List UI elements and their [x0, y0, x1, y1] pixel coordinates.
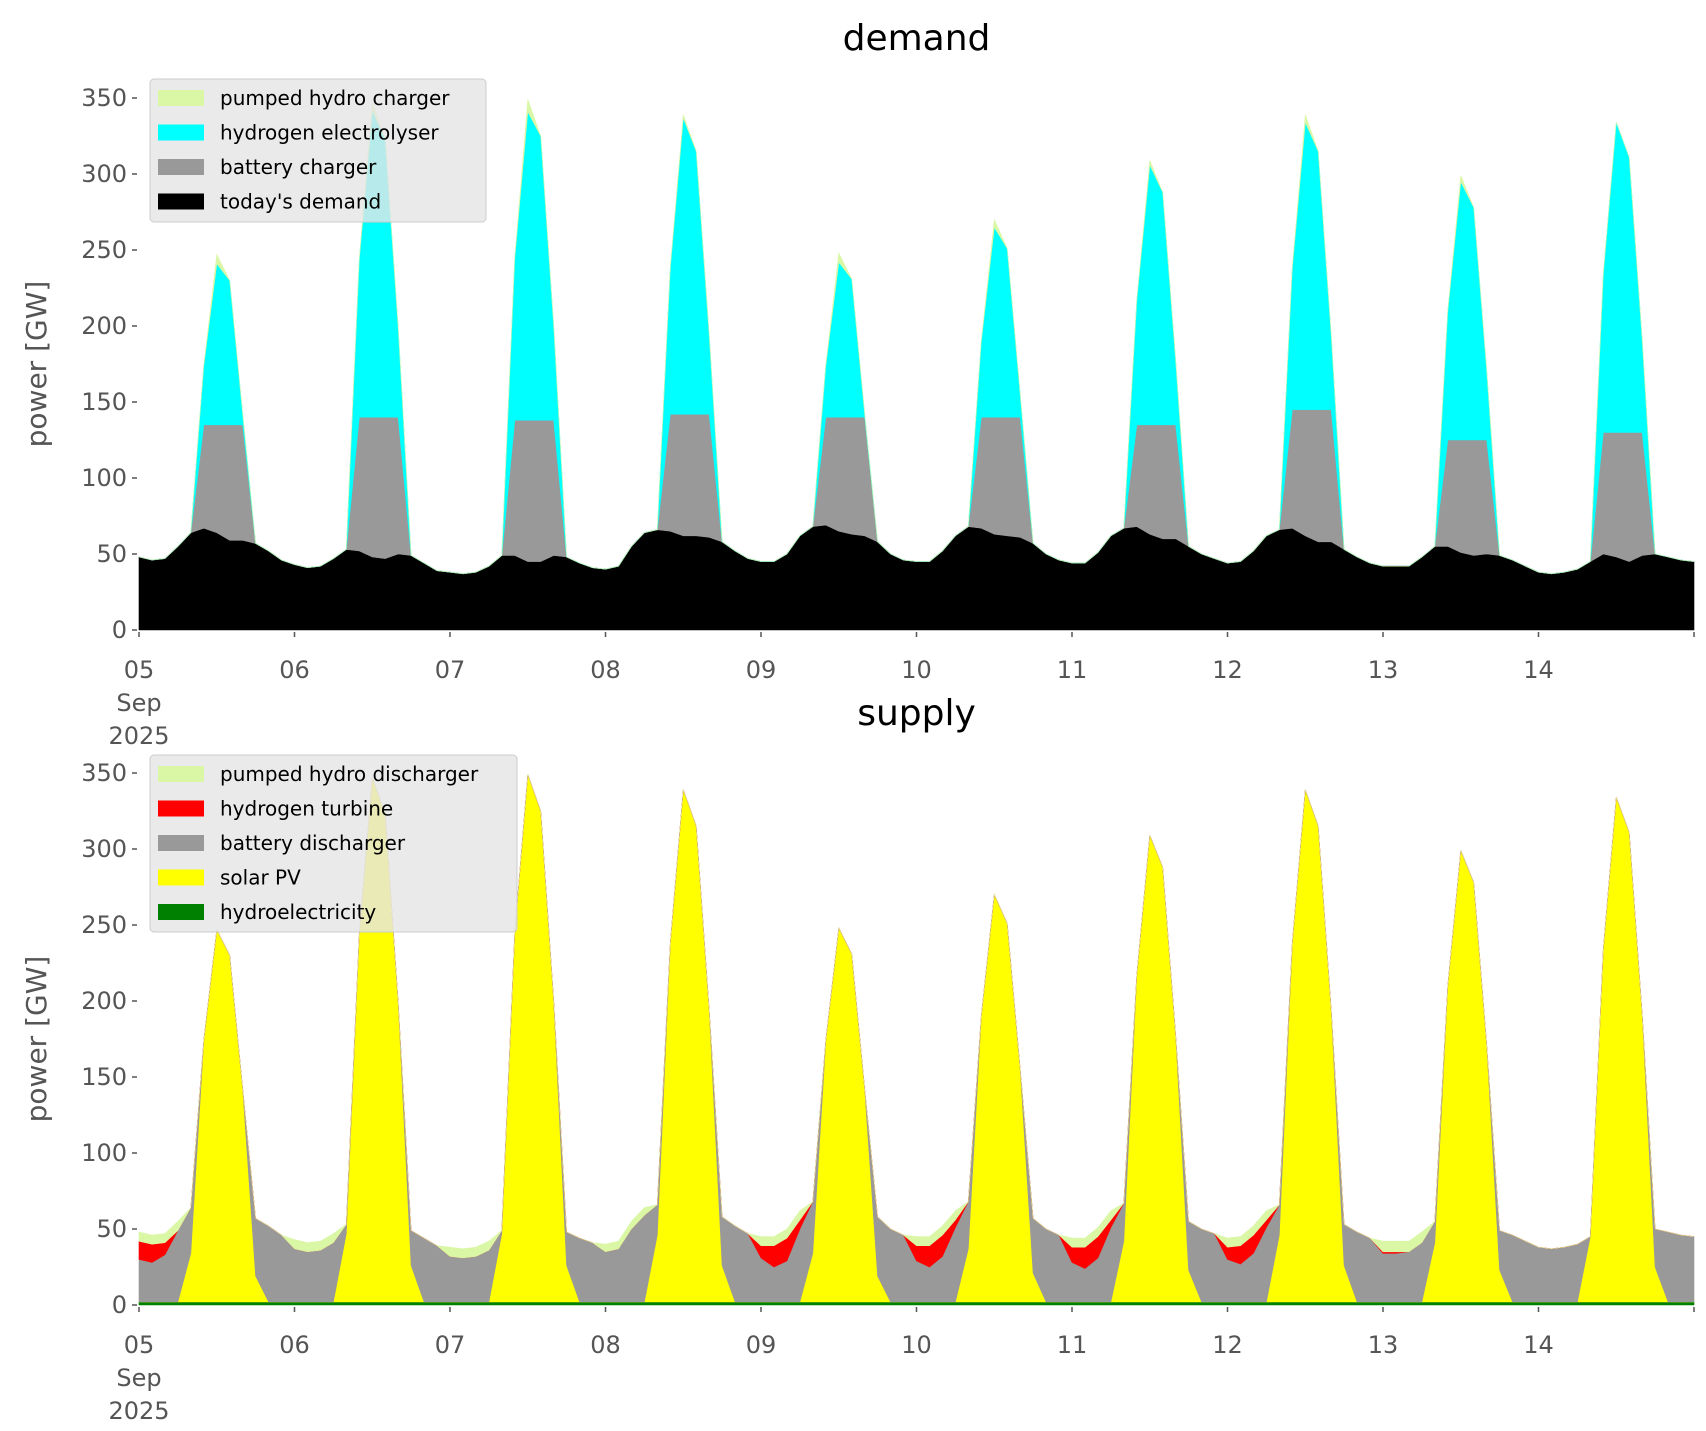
legend: pumped hydro charger hydrogen electrolyse… [149, 78, 487, 223]
x-tick-label: 11 [1057, 1331, 1088, 1359]
y-tick-label: 50 [96, 1215, 127, 1243]
legend-swatch-battery-discharger [158, 835, 204, 851]
x-tick-label: 09 [746, 1331, 777, 1359]
x-tick-label: 13 [1368, 1331, 1399, 1359]
y-tick-label: 300 [81, 835, 127, 863]
legend-box [149, 754, 518, 933]
x-tick-date-label: 2025 [108, 1397, 169, 1425]
legend-swatch-hydroelectricity [158, 904, 204, 920]
y-tick-label: 200 [81, 987, 127, 1015]
legend-swatch-solar-pv [158, 869, 204, 886]
y-tick-label: 300 [81, 160, 127, 188]
x-tick-label: 11 [1057, 656, 1088, 684]
legend-label: pumped hydro discharger [220, 762, 479, 786]
legend-label: hydrogen turbine [220, 797, 393, 821]
chart-title: demand [843, 18, 991, 59]
legend-label: hydrogen electrolyser [220, 121, 439, 145]
x-tick-date-label: Sep [116, 689, 161, 717]
y-axis-label: power [GW] [20, 956, 53, 1123]
legend-box [149, 78, 487, 223]
area-hydroelectricity [138, 1301, 1695, 1306]
supply-chart: supply 0 50 100 150 200 250 300 350 power [GW] 05 0… [20, 693, 1695, 1425]
y-tick-label: 0 [112, 1291, 127, 1319]
x-tick-label: 12 [1212, 1331, 1243, 1359]
area-pumped-hydro-discharger [138, 774, 1695, 1259]
legend-label: solar PV [220, 866, 301, 890]
x-tick-label: 08 [590, 656, 621, 684]
legend-label: battery charger [220, 155, 377, 179]
y-tick-label: 150 [81, 388, 127, 416]
legend-label: hydroelectricity [220, 900, 376, 924]
x-tick-date-label: Sep [116, 1364, 161, 1392]
x-tick-label: 06 [279, 656, 310, 684]
y-tick-label: 250 [81, 911, 127, 939]
legend-swatch-battery-charger [158, 159, 204, 175]
x-tick-label: 09 [746, 656, 777, 684]
y-axis-label: power [GW] [20, 281, 53, 448]
x-tick-label: 07 [435, 1331, 466, 1359]
x-tick-date-label: 2025 [108, 722, 169, 750]
legend: pumped hydro discharger hydrogen turbine b… [149, 754, 518, 933]
x-tick-label: 13 [1368, 656, 1399, 684]
x-tick-label: 10 [901, 1331, 932, 1359]
legend-label: today's demand [220, 190, 381, 214]
y-tick-label: 0 [112, 616, 127, 644]
y-tick-label: 100 [81, 1139, 127, 1167]
x-tick-label: 05 [124, 656, 155, 684]
chart-title: supply [857, 693, 976, 734]
x-tick-label: 07 [435, 656, 466, 684]
legend-swatch-pumped-hydro-charger [158, 90, 204, 106]
legend-label: pumped hydro charger [220, 86, 450, 110]
x-tick-label: 14 [1523, 1331, 1554, 1359]
y-tick-label: 350 [81, 759, 127, 787]
demand-chart: demand 0 50 100 150 200 250 300 350 power [GW] 05 0… [20, 18, 1695, 750]
x-tick-label: 05 [124, 1331, 155, 1359]
x-tick-label: 08 [590, 1331, 621, 1359]
x-tick-label: 10 [901, 656, 932, 684]
stacked-areas [138, 99, 1695, 631]
stacked-areas [138, 774, 1695, 1306]
x-tick-label: 12 [1212, 656, 1243, 684]
y-tick-label: 350 [81, 84, 127, 112]
y-tick-label: 50 [96, 540, 127, 568]
y-tick-label: 250 [81, 236, 127, 264]
y-tick-label: 200 [81, 312, 127, 340]
legend-label: battery discharger [220, 831, 406, 855]
x-tick-label: 06 [279, 1331, 310, 1359]
y-tick-label: 100 [81, 464, 127, 492]
legend-swatch-pumped-hydro-discharger [158, 766, 204, 782]
legend-swatch-hydrogen-turbine [158, 800, 204, 817]
legend-swatch-today-s-demand [158, 193, 204, 210]
legend-swatch-hydrogen-electrolyser [158, 124, 204, 141]
area-pumped-hydro-charger [138, 99, 1695, 575]
y-tick-label: 150 [81, 1063, 127, 1091]
x-tick-label: 14 [1523, 656, 1554, 684]
